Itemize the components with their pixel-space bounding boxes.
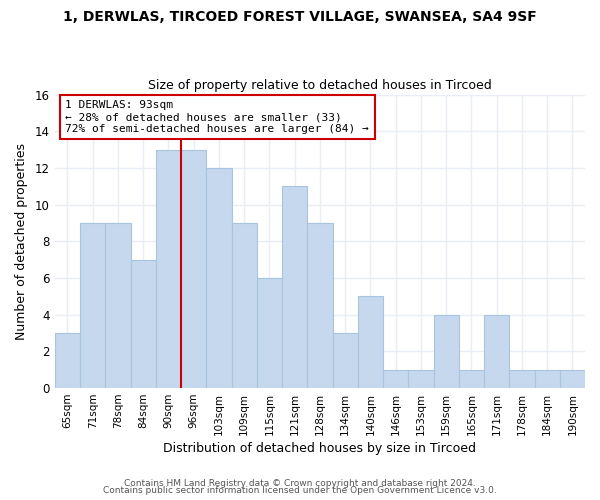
- Bar: [535, 370, 560, 388]
- Bar: [434, 314, 459, 388]
- Bar: [131, 260, 156, 388]
- Bar: [408, 370, 434, 388]
- Bar: [332, 333, 358, 388]
- Bar: [459, 370, 484, 388]
- Bar: [106, 223, 131, 388]
- Text: 1 DERWLAS: 93sqm
← 28% of detached houses are smaller (33)
72% of semi-detached : 1 DERWLAS: 93sqm ← 28% of detached house…: [65, 100, 369, 134]
- Bar: [156, 150, 181, 388]
- Text: Contains public sector information licensed under the Open Government Licence v3: Contains public sector information licen…: [103, 486, 497, 495]
- Bar: [232, 223, 257, 388]
- Y-axis label: Number of detached properties: Number of detached properties: [15, 143, 28, 340]
- Bar: [560, 370, 585, 388]
- Bar: [484, 314, 509, 388]
- Bar: [282, 186, 307, 388]
- Text: 1, DERWLAS, TIRCOED FOREST VILLAGE, SWANSEA, SA4 9SF: 1, DERWLAS, TIRCOED FOREST VILLAGE, SWAN…: [63, 10, 537, 24]
- Bar: [307, 223, 332, 388]
- Bar: [206, 168, 232, 388]
- Bar: [383, 370, 408, 388]
- Text: Contains HM Land Registry data © Crown copyright and database right 2024.: Contains HM Land Registry data © Crown c…: [124, 478, 476, 488]
- Title: Size of property relative to detached houses in Tircoed: Size of property relative to detached ho…: [148, 79, 492, 92]
- Bar: [80, 223, 106, 388]
- Bar: [55, 333, 80, 388]
- Bar: [358, 296, 383, 388]
- X-axis label: Distribution of detached houses by size in Tircoed: Distribution of detached houses by size …: [163, 442, 476, 455]
- Bar: [257, 278, 282, 388]
- Bar: [181, 150, 206, 388]
- Bar: [509, 370, 535, 388]
